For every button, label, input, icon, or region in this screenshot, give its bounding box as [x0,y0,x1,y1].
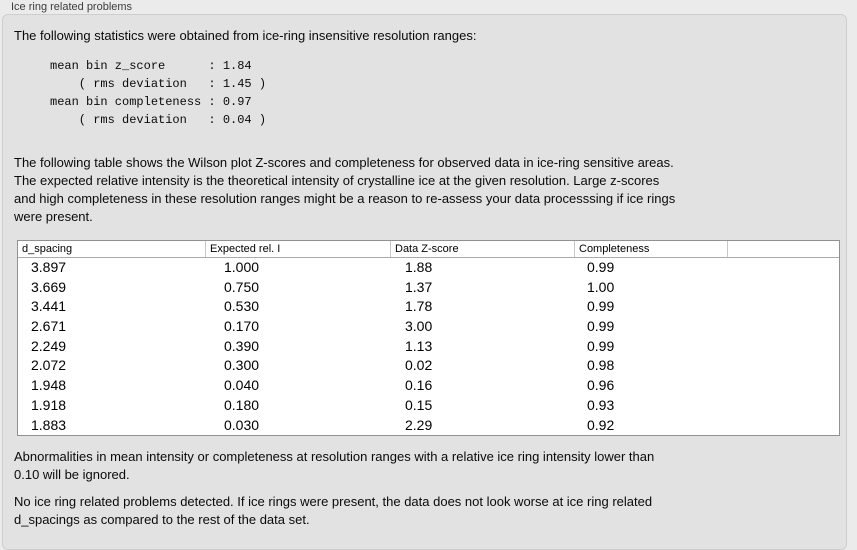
cell-spacer [727,337,839,357]
header-data-z-score[interactable]: Data Z-score [390,241,574,257]
table-header-spacer [727,241,839,257]
cell-completeness: 0.96 [587,377,615,394]
cell-data-z-score: 1.13 [405,337,433,354]
cell-data-z-score: 0.16 [405,377,433,394]
cell-completeness: 0.99 [587,337,615,354]
cell-spacer [727,376,839,396]
cell-d-spacing: 1.883 [31,416,67,433]
cell-spacer [727,297,839,317]
table-row[interactable]: 3.897 1.000 1.88 0.99 [18,258,839,278]
cell-data-z-score: 1.37 [405,278,433,295]
cell-completeness: 1.00 [587,278,615,295]
table-row[interactable]: 3.669 0.750 1.37 1.00 [18,278,839,298]
header-completeness[interactable]: Completeness [574,241,727,257]
cell-expected-rel-i: 0.180 [224,396,260,413]
cell-data-z-score: 2.29 [405,416,433,433]
cell-d-spacing: 3.897 [31,259,67,275]
header-expected-rel-i[interactable]: Expected rel. I [205,241,390,257]
cell-spacer [727,317,839,337]
cell-spacer [727,396,839,416]
cell-spacer [727,278,839,298]
cell-completeness: 0.98 [587,357,615,374]
cell-expected-rel-i: 0.040 [224,377,260,394]
cell-d-spacing: 3.669 [31,278,67,295]
cell-d-spacing: 2.249 [31,337,67,354]
cell-expected-rel-i: 0.030 [224,416,260,433]
cell-spacer [727,258,839,278]
table-row[interactable]: 1.918 0.180 0.15 0.93 [18,396,839,416]
intro-text: The following statistics were obtained f… [14,28,477,43]
cell-data-z-score: 1.78 [405,298,433,315]
ice-ring-table[interactable]: d_spacing Expected rel. I Data Z-score C… [17,240,840,437]
cell-d-spacing: 3.441 [31,298,67,315]
table-row[interactable]: 2.249 0.390 1.13 0.99 [18,337,839,357]
cell-data-z-score: 0.15 [405,396,433,413]
stats-block: mean bin z_score : 1.84 ( rms deviation … [50,59,267,127]
cell-completeness: 0.99 [587,318,615,335]
cell-data-z-score: 0.02 [405,357,433,374]
content-panel: The following statistics were obtained f… [2,14,847,550]
cell-expected-rel-i: 1.000 [224,259,260,275]
cell-spacer [727,356,839,376]
cell-data-z-score: 1.88 [405,259,433,275]
cell-d-spacing: 1.948 [31,377,67,394]
cell-expected-rel-i: 0.750 [224,278,260,295]
cell-expected-rel-i: 0.390 [224,337,260,354]
cell-d-spacing: 2.072 [31,357,67,374]
ignore-note-text: Abnormalities in mean intensity or compl… [14,449,655,482]
table-body: 3.897 1.000 1.88 0.99 3.669 0.750 1.37 1.00 3.44… [18,258,839,435]
conclusion-text: No ice ring related problems detected. I… [14,494,653,527]
cell-completeness: 0.99 [587,298,615,315]
header-d-spacing[interactable]: d_spacing [22,243,73,255]
cell-d-spacing: 2.671 [31,318,67,335]
cell-completeness: 0.99 [587,259,615,275]
cell-completeness: 0.92 [587,416,615,433]
table-row[interactable]: 1.948 0.040 0.16 0.96 [18,376,839,396]
cell-data-z-score: 3.00 [405,318,433,335]
cell-completeness: 0.93 [587,396,615,413]
table-row[interactable]: 3.441 0.530 1.78 0.99 [18,297,839,317]
table-row[interactable]: 2.671 0.170 3.00 0.99 [18,317,839,337]
cell-expected-rel-i: 0.530 [224,298,260,315]
cell-d-spacing: 1.918 [31,396,67,413]
table-row[interactable]: 1.883 0.030 2.29 0.92 [18,416,839,436]
cell-expected-rel-i: 0.170 [224,318,260,335]
cell-expected-rel-i: 0.300 [224,357,260,374]
table-description: The following table shows the Wilson plo… [14,155,676,224]
groupbox-title: Ice ring related problems [11,1,133,13]
table-row[interactable]: 2.072 0.300 0.02 0.98 [18,356,839,376]
table-header-row: d_spacing Expected rel. I Data Z-score C… [18,241,839,258]
cell-spacer [727,416,839,436]
